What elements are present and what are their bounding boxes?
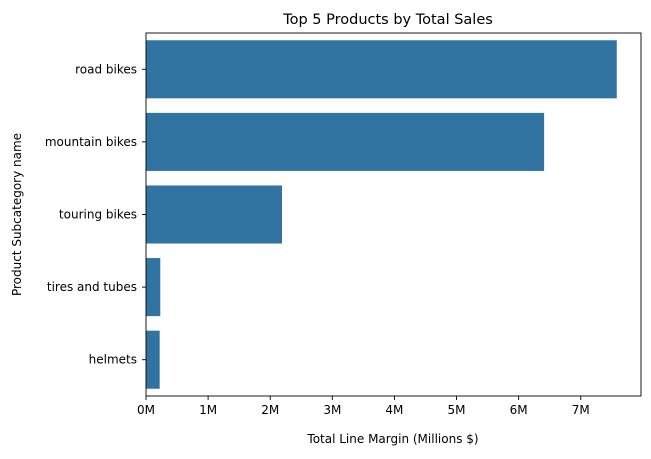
y-axis-ticks: road bikes mountain bikes touring bikes tir…	[45, 62, 146, 367]
y-tick-label: road bikes	[75, 62, 137, 76]
bar-mountain-bikes	[146, 112, 545, 171]
x-axis-ticks: 0M 1M 2M 3M 4M 5M 6M 7M	[137, 396, 590, 417]
x-tick-label: 7M	[572, 403, 590, 417]
x-tick-label: 4M	[385, 403, 403, 417]
x-tick-label: 6M	[510, 403, 528, 417]
chart-title: Top 5 Products by Total Sales	[282, 12, 493, 28]
bar-touring-bikes	[146, 185, 283, 244]
y-tick-label: helmets	[89, 353, 137, 367]
y-tick-label: mountain bikes	[45, 135, 137, 149]
bar-helmets	[146, 330, 160, 389]
y-axis-label: Product Subcategory name	[10, 133, 24, 296]
bar-road-bikes	[146, 40, 617, 99]
x-tick-label: 1M	[199, 403, 217, 417]
bars-group	[146, 40, 617, 389]
y-tick-label: tires and tubes	[47, 280, 137, 294]
y-tick-label: touring bikes	[59, 208, 137, 222]
x-tick-label: 3M	[323, 403, 341, 417]
plot-frame	[145, 32, 642, 397]
bar-tires-and-tubes	[146, 258, 161, 317]
x-axis-label: Total Line Margin (Millions $)	[306, 432, 478, 446]
x-tick-label: 0M	[137, 403, 155, 417]
x-tick-label: 5M	[448, 403, 466, 417]
x-tick-label: 2M	[261, 403, 279, 417]
